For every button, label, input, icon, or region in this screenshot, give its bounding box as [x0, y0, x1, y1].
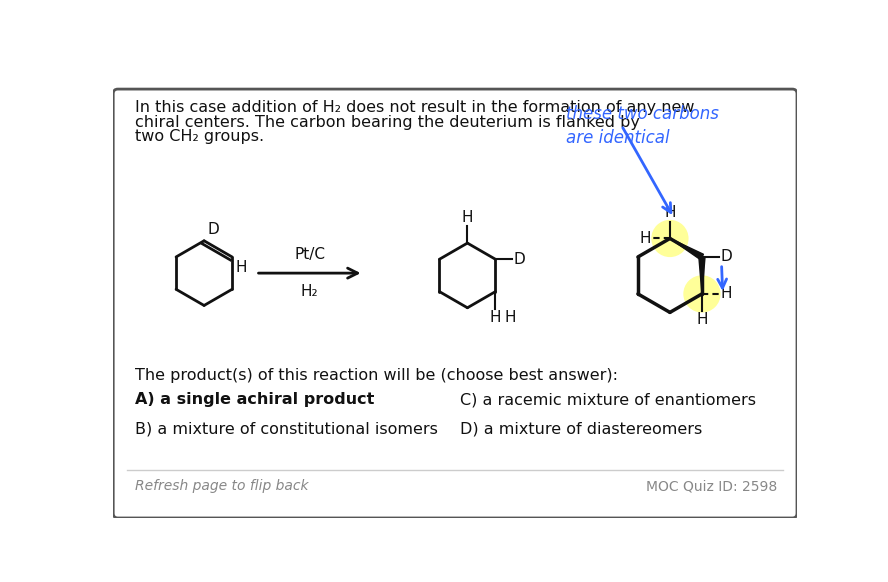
Text: B) a mixture of constitutional isomers: B) a mixture of constitutional isomers: [135, 422, 438, 436]
Polygon shape: [670, 239, 703, 260]
Text: H: H: [720, 286, 732, 301]
Text: D: D: [514, 252, 526, 267]
Text: two CH₂ groups.: two CH₂ groups.: [135, 129, 264, 144]
Text: C) a racemic mixture of enantiomers: C) a racemic mixture of enantiomers: [460, 392, 756, 407]
Text: A) a single achiral product: A) a single achiral product: [135, 392, 374, 407]
Text: these two carbons
are identical: these two carbons are identical: [566, 105, 719, 147]
Text: D: D: [720, 250, 733, 264]
Text: D: D: [207, 222, 219, 237]
Text: H: H: [504, 310, 516, 325]
Ellipse shape: [683, 275, 720, 313]
Text: H: H: [236, 260, 248, 275]
Polygon shape: [699, 257, 705, 294]
Ellipse shape: [651, 220, 688, 257]
Text: MOC Quiz ID: 2598: MOC Quiz ID: 2598: [646, 480, 777, 494]
Text: chiral centers. The carbon bearing the deuterium is flanked by: chiral centers. The carbon bearing the d…: [135, 115, 639, 130]
Text: D) a mixture of diastereomers: D) a mixture of diastereomers: [460, 422, 702, 436]
Text: H: H: [462, 210, 473, 225]
Text: H₂: H₂: [301, 284, 319, 299]
FancyBboxPatch shape: [113, 89, 797, 518]
Text: H: H: [640, 231, 652, 246]
Text: H: H: [664, 205, 676, 220]
Text: The product(s) of this reaction will be (choose best answer):: The product(s) of this reaction will be …: [135, 368, 618, 383]
Text: H: H: [489, 310, 501, 325]
Text: Pt/C: Pt/C: [294, 247, 325, 262]
Text: Refresh page to flip back: Refresh page to flip back: [135, 480, 308, 494]
Text: In this case addition of H₂ does not result in the formation of any new: In this case addition of H₂ does not res…: [135, 100, 694, 115]
Text: H: H: [696, 313, 708, 328]
